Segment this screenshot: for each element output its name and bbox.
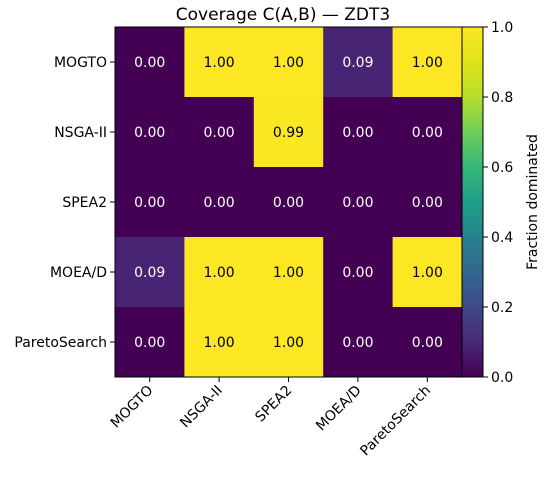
colorbar-tick-label: 0.8 <box>491 90 513 106</box>
heatmap-cell <box>115 237 185 308</box>
heatmap-cell <box>115 97 185 168</box>
heatmap-cell-value: 0.00 <box>342 125 373 141</box>
heatmap-cell-value: 1.00 <box>273 335 304 351</box>
column-tick-label: ParetoSearch <box>357 383 434 460</box>
heatmap-cell-value: 0.09 <box>134 265 165 281</box>
colorbar-tick-label: 0.0 <box>491 370 513 386</box>
colorbar-tick-label: 1.0 <box>491 20 513 36</box>
row-tick-label: ParetoSearch <box>14 335 107 351</box>
heatmap-cell-value: 0.00 <box>134 125 165 141</box>
heatmap-cell-value: 1.00 <box>204 335 235 351</box>
heatmap-cell <box>184 27 255 98</box>
heatmap-cell-labels: 0.00 1.00 1.00 0.09 1.00 0.00 0.00 0.99 0.00 0.00… <box>134 55 443 351</box>
heatmap-cell-value: 0.00 <box>204 125 235 141</box>
heatmap-cell <box>184 237 255 308</box>
column-tick-label: MOGTO <box>108 383 157 432</box>
heatmap-cell <box>184 97 255 168</box>
heatmap-cell <box>392 307 463 378</box>
heatmap-cell-value: 0.00 <box>342 195 373 211</box>
heatmap-cell <box>392 27 463 98</box>
row-tick-label: NSGA-II <box>54 125 107 141</box>
heatmap-cell <box>253 167 324 238</box>
colorbar <box>461 26 484 378</box>
heatmap-cell-value: 1.00 <box>273 55 304 71</box>
heatmap-cell-value: 0.00 <box>134 195 165 211</box>
heatmap-cell-value: 0.00 <box>342 335 373 351</box>
heatmap-cell-value: 0.99 <box>273 125 304 141</box>
heatmap-cell-value: 0.09 <box>342 55 373 71</box>
row-tick-label: MOGTO <box>54 55 107 71</box>
heatmap-cell <box>184 307 255 378</box>
row-axis: MOGTO NSGA-II SPEA2 MOEA/D ParetoSearch <box>14 55 115 351</box>
heatmap-cell-value: 0.00 <box>412 195 443 211</box>
heatmap-cells <box>115 27 463 378</box>
heatmap-cell <box>392 237 463 308</box>
heatmap-cell <box>115 27 185 98</box>
colorbar-tick-label: 0.6 <box>491 160 513 176</box>
heatmap-cell <box>115 167 185 238</box>
heatmap-cell <box>253 97 324 168</box>
heatmap-cell <box>323 237 394 308</box>
heatmap-cell <box>253 307 324 378</box>
heatmap-cell <box>323 97 394 168</box>
heatmap-cell-value: 0.00 <box>134 55 165 71</box>
colorbar-label: Fraction dominated <box>525 134 541 270</box>
heatmap-cell-value: 1.00 <box>204 265 235 281</box>
heatmap-cell <box>253 237 324 308</box>
heatmap-cell <box>115 307 185 378</box>
heatmap-cell <box>323 167 394 238</box>
heatmap-cell-value: 1.00 <box>204 55 235 71</box>
row-tick-label: SPEA2 <box>62 195 107 211</box>
column-tick-label: MOEA/D <box>313 383 365 435</box>
row-tick-label: MOEA/D <box>50 265 107 281</box>
heatmap-cell-value: 0.00 <box>412 125 443 141</box>
heatmap-cell-value: 0.00 <box>412 335 443 351</box>
colorbar-axis: 0.0 0.2 0.4 0.6 0.8 1.0 <box>483 20 513 386</box>
heatmap-cell-value: 1.00 <box>412 55 443 71</box>
heatmap-cell <box>392 97 463 168</box>
heatmap-cell <box>323 307 394 378</box>
heatmap-cell <box>323 27 394 98</box>
heatmap-cell <box>253 27 324 98</box>
chart-title: Coverage C(A,B) — ZDT3 <box>176 5 390 25</box>
column-tick-label: NSGA-II <box>177 383 226 432</box>
heatmap-cell-value: 0.00 <box>134 335 165 351</box>
column-tick-label: SPEA2 <box>252 383 295 426</box>
heatmap-cell <box>184 167 255 238</box>
heatmap-cell-value: 0.00 <box>273 195 304 211</box>
heatmap-cell-value: 1.00 <box>412 265 443 281</box>
heatmap-cell-value: 0.00 <box>342 265 373 281</box>
heatmap-cell-value: 1.00 <box>273 265 304 281</box>
heatmap-cell-value: 0.00 <box>204 195 235 211</box>
heatmap-cell <box>392 167 463 238</box>
colorbar-tick-label: 0.4 <box>491 230 513 246</box>
colorbar-tick-label: 0.2 <box>491 300 513 316</box>
